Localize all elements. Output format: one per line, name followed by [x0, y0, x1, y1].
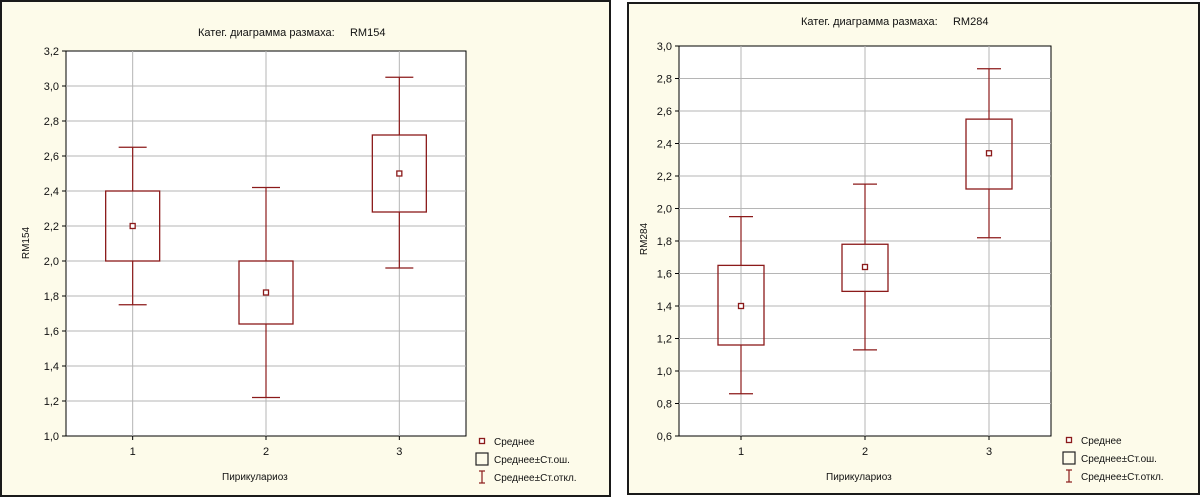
legend-se-icon [1062, 451, 1076, 465]
y-tick-label: 1,6 [44, 326, 59, 338]
y-tick-label: 2,2 [657, 171, 672, 183]
x-axis-label: Пирикулариоз [826, 472, 892, 483]
y-tick-label: 1,4 [44, 361, 59, 373]
legend-mean-icon [478, 437, 486, 445]
legend-label-sd: Среднее±Ст.откл. [494, 473, 577, 484]
chart-title: Катег. диаграмма размаха: RM284 [801, 16, 988, 28]
y-tick-label: 2,8 [44, 116, 59, 128]
mean-marker [396, 170, 403, 177]
x-tick-label: 2 [862, 446, 868, 458]
x-axis-label: Пирикулариоз [222, 472, 288, 483]
y-tick-label: 1,2 [44, 396, 59, 408]
chart-title: Катег. диаграмма размаха: RM154 [198, 27, 385, 39]
y-tick-label: 3,0 [44, 81, 59, 93]
x-tick-label: 3 [986, 446, 992, 458]
chart-panel-rm154: Катег. диаграмма размаха: RM154 1,0 1,2 1,4… [0, 0, 611, 497]
x-tick-label: 3 [396, 446, 402, 458]
y-tick-label: 1,0 [44, 431, 59, 443]
chart-rm154: Катег. диаграмма размаха: RM154 1,0 1,2 1,4… [21, 27, 577, 484]
x-tick-label: 1 [130, 446, 136, 458]
se-box [717, 264, 765, 346]
mean-marker [985, 150, 993, 157]
y-tick-label: 3,0 [657, 41, 672, 53]
y-tick-label: 1,6 [657, 269, 672, 281]
y-tick-label: 0,8 [657, 399, 672, 411]
mean-marker [737, 302, 745, 310]
y-tick-label: 2,6 [44, 151, 59, 163]
x-tick-label: 1 [738, 446, 744, 458]
chart-rm284: Катег. диаграмма размаха: RM284 0,6 0,8 1,0… [639, 16, 1164, 483]
y-axis-label: RM284 [639, 222, 650, 255]
y-tick-label: 2,2 [44, 221, 59, 233]
legend-mean-icon [1065, 436, 1073, 444]
y-tick-label: 0,6 [657, 431, 672, 443]
legend-label-sd: Среднее±Ст.откл. [1081, 472, 1164, 483]
mean-marker [262, 289, 270, 296]
chart-panel-rm284: Катег. диаграмма размаха: RM284 0,6 0,8 1,0… [627, 2, 1200, 495]
legend-label-se: Среднее±Ст.ош. [1081, 454, 1157, 465]
legend-label-se: Среднее±Ст.ош. [494, 455, 570, 466]
se-box [371, 134, 427, 213]
y-tick-label: 1,2 [657, 334, 672, 346]
y-tick-label: 3,2 [44, 46, 59, 58]
y-tick-label: 1,4 [657, 301, 672, 313]
y-tick-label: 2,4 [657, 139, 672, 151]
y-tick-label: 2,0 [657, 204, 672, 216]
x-tick-label: 2 [263, 446, 269, 458]
mean-marker [129, 222, 136, 230]
se-box [105, 190, 161, 262]
y-tick-label: 2,0 [44, 256, 59, 268]
y-axis-label: RM154 [21, 226, 32, 259]
y-tick-label: 2,4 [44, 186, 59, 198]
y-tick-label: 1,8 [657, 236, 672, 248]
legend-se-icon [475, 452, 489, 466]
y-tick-label: 1,0 [657, 366, 672, 378]
y-tick-label: 2,6 [657, 106, 672, 118]
se-box [841, 243, 889, 293]
mean-marker [861, 263, 869, 271]
legend-label-mean: Среднее [1081, 436, 1122, 447]
legend-label-mean: Среднее [494, 437, 535, 448]
se-box [965, 118, 1013, 190]
y-tick-label: 2,8 [657, 74, 672, 86]
se-box [238, 260, 294, 325]
y-tick-label: 1,8 [44, 291, 59, 303]
